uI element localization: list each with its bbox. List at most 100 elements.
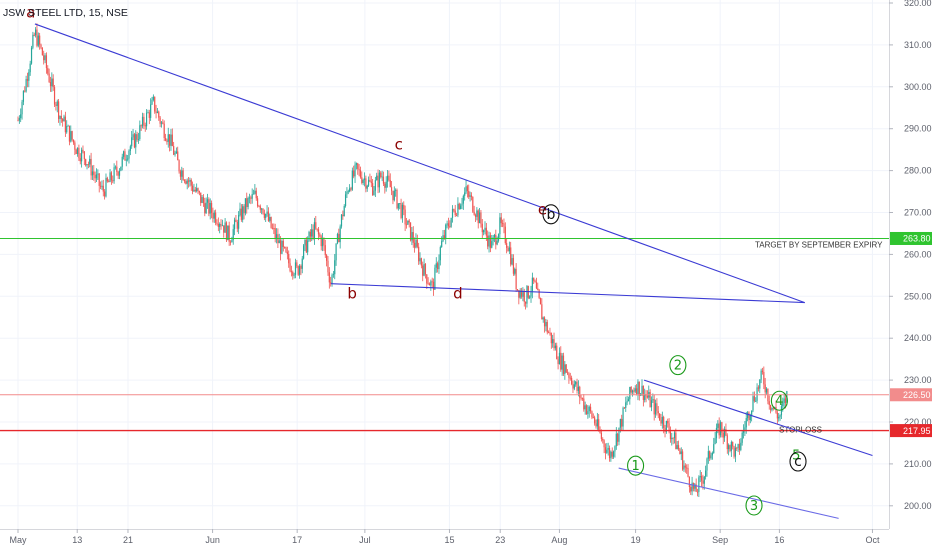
chart-title: JSW STEEL LTD, 15, NSE	[3, 7, 128, 19]
candle	[635, 384, 638, 396]
x-tick-label-3: Jun	[205, 535, 220, 545]
candle	[37, 32, 39, 48]
candle	[254, 184, 256, 195]
candle	[629, 386, 631, 405]
candle	[412, 226, 414, 248]
candle	[715, 423, 718, 444]
x-tick-label-2: 21	[123, 535, 133, 545]
wave-label-text-7: 2	[674, 359, 682, 374]
wave-label-text-5: b	[547, 207, 556, 223]
candle	[97, 169, 99, 180]
candle	[189, 177, 191, 187]
candle	[127, 155, 129, 162]
candle	[112, 175, 114, 184]
candle	[634, 385, 636, 394]
candle	[224, 218, 226, 233]
candle	[676, 441, 678, 450]
candle	[179, 169, 182, 181]
candle	[70, 125, 72, 143]
candle	[763, 366, 765, 390]
candle	[148, 109, 150, 125]
candle	[709, 450, 711, 462]
candle	[447, 217, 450, 230]
candle	[759, 379, 761, 394]
candle	[457, 197, 459, 218]
candle	[79, 153, 81, 165]
candle	[384, 181, 386, 194]
candle	[324, 239, 326, 258]
x-tick-label-7: 23	[495, 535, 505, 545]
wave-label-5: b	[542, 204, 560, 225]
x-axis: May 13 21 Jun 17 Jul 15 23 Aug 19 Sep 16 Oct	[9, 529, 880, 545]
candle	[275, 228, 278, 244]
candle	[39, 32, 41, 50]
candle	[538, 289, 540, 300]
candle	[296, 260, 298, 269]
candle	[431, 277, 433, 289]
candle	[673, 431, 676, 444]
candle	[289, 258, 291, 273]
candle	[20, 108, 22, 123]
candle	[170, 128, 172, 151]
trendline-channel-bottom	[618, 467, 839, 519]
candle	[541, 298, 543, 320]
candle	[469, 191, 471, 202]
candle	[294, 258, 297, 279]
candle	[141, 112, 144, 129]
candle	[500, 212, 502, 228]
candle	[353, 165, 355, 179]
candle	[430, 279, 432, 291]
wave-label-7: 2	[669, 355, 687, 376]
candle	[438, 254, 440, 274]
wave-label-0: a	[26, 4, 35, 22]
candle	[173, 141, 175, 156]
candle	[587, 405, 589, 419]
candle	[660, 414, 662, 427]
candle	[675, 428, 677, 450]
candle	[564, 361, 566, 380]
y-tick-label-12: 320.00	[904, 0, 932, 8]
candle	[117, 170, 119, 179]
candle	[251, 188, 253, 204]
candle	[151, 96, 153, 106]
candle	[453, 208, 455, 213]
y-axis: 200.00 210.00 220.00 230.00 240.00 250.00 260.…	[889, 0, 932, 511]
candle	[155, 104, 157, 119]
candle	[734, 443, 737, 463]
x-tick-label-8: Aug	[551, 535, 567, 545]
candle	[468, 184, 470, 200]
candle	[181, 166, 183, 184]
candle	[729, 444, 731, 453]
candle	[760, 368, 762, 384]
candle	[661, 411, 663, 429]
candle	[343, 204, 345, 217]
candle	[499, 212, 501, 239]
candle	[736, 446, 738, 452]
candle	[175, 147, 177, 155]
candle	[378, 170, 381, 193]
candle	[269, 213, 271, 223]
candle	[55, 101, 57, 111]
candle	[68, 125, 71, 146]
candle	[480, 209, 482, 228]
candle	[178, 159, 180, 174]
candle	[778, 412, 780, 422]
candle	[273, 223, 275, 235]
candle	[474, 213, 477, 223]
candle	[213, 210, 215, 223]
candle	[169, 134, 171, 152]
candle	[308, 230, 310, 242]
candle	[642, 385, 644, 407]
candle	[121, 153, 123, 171]
candle	[250, 195, 252, 205]
candle	[730, 440, 732, 457]
candle	[728, 443, 730, 456]
candle	[210, 200, 213, 219]
candle	[756, 383, 758, 404]
candle	[545, 319, 547, 332]
candle	[427, 277, 429, 285]
candle	[113, 163, 115, 184]
candle	[369, 173, 371, 183]
candle	[380, 171, 382, 179]
candle	[78, 144, 80, 161]
